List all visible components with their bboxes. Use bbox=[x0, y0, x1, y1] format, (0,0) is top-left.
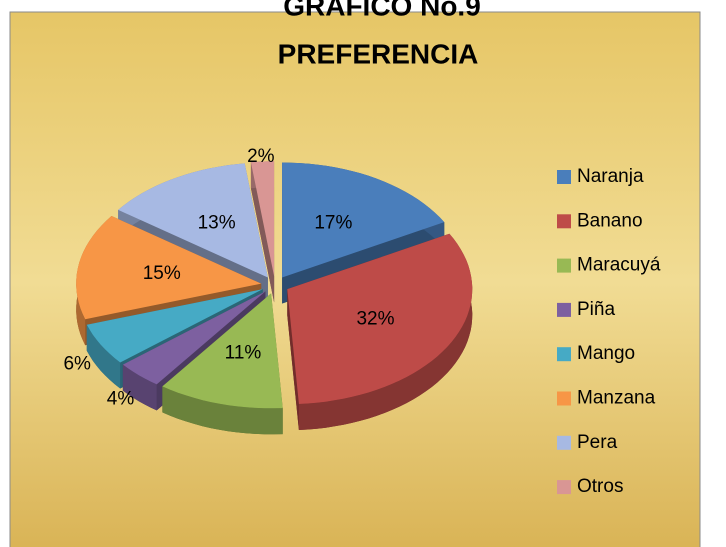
data-label: 15% bbox=[143, 263, 181, 284]
slice-side bbox=[86, 324, 121, 389]
slice-top bbox=[162, 293, 283, 409]
slice-top bbox=[86, 289, 263, 363]
slice-top bbox=[287, 233, 473, 404]
legend-label: Otros bbox=[577, 476, 623, 497]
slice-side bbox=[162, 386, 283, 435]
slice-top bbox=[76, 216, 262, 320]
pie-slice bbox=[287, 233, 473, 430]
data-label: 6% bbox=[63, 354, 91, 375]
data-label: 11% bbox=[225, 342, 262, 363]
legend-label: Maracuyá bbox=[577, 255, 661, 276]
legend-swatch bbox=[557, 391, 571, 406]
legend-swatch bbox=[557, 214, 571, 229]
legend-label: Naranja bbox=[577, 166, 644, 187]
data-label: 4% bbox=[107, 388, 135, 409]
slice-wall bbox=[287, 289, 299, 430]
legend-swatch bbox=[557, 435, 571, 450]
slice-top bbox=[118, 163, 268, 278]
data-label: 2% bbox=[247, 146, 275, 167]
pie-slice bbox=[162, 293, 283, 435]
data-label: 13% bbox=[198, 213, 236, 234]
legend-swatch bbox=[557, 258, 571, 273]
legend-swatch bbox=[557, 170, 571, 184]
slice-top bbox=[122, 291, 266, 385]
data-label: 17% bbox=[314, 213, 352, 234]
legend-label: Pera bbox=[577, 432, 618, 453]
legend-label: Piña bbox=[577, 299, 615, 320]
chart-heading: GRAFICO No.9 bbox=[283, 0, 481, 21]
slice-side bbox=[122, 364, 157, 411]
legend-label: Manzana bbox=[577, 388, 656, 409]
legend-swatch bbox=[557, 302, 571, 317]
legend-swatch bbox=[557, 480, 571, 495]
legend-label: Mango bbox=[577, 343, 635, 364]
legend-label: Banano bbox=[577, 210, 643, 231]
slice-top bbox=[282, 162, 445, 278]
slice-top bbox=[250, 161, 275, 277]
legend-swatch bbox=[557, 347, 571, 362]
slice-side bbox=[298, 233, 473, 430]
pie-slice bbox=[250, 161, 275, 303]
data-label: 32% bbox=[356, 308, 394, 329]
slice-wall bbox=[250, 162, 275, 303]
chart-title: PREFERENCIA bbox=[278, 38, 479, 69]
